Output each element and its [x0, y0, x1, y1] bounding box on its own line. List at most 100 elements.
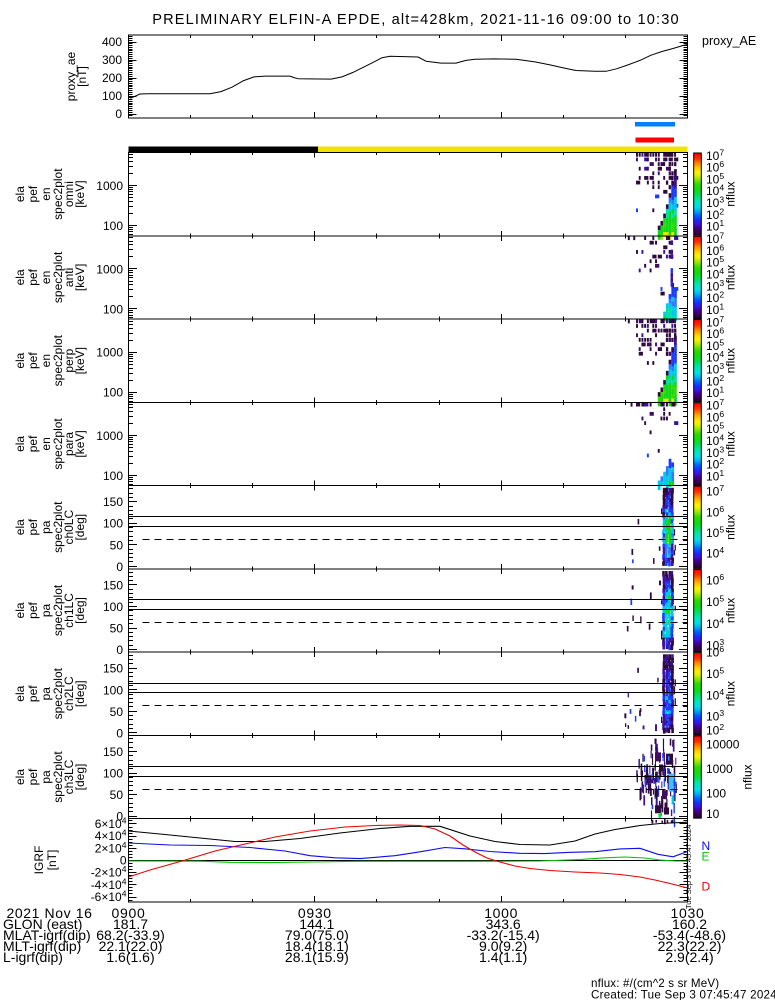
svg-text:1000: 1000 [706, 762, 733, 776]
svg-text:nflux: nflux [724, 265, 738, 290]
svg-text:[keV]: [keV] [73, 264, 87, 291]
svg-text:-33.2(-15.4): -33.2(-15.4) [467, 927, 540, 943]
svg-text:en: en [39, 271, 53, 284]
svg-text:1000: 1000 [484, 905, 518, 921]
svg-text:spec2plot: spec2plot [51, 251, 65, 303]
svg-text:[deg]: [deg] [73, 514, 87, 541]
svg-text:ela: ela [13, 269, 27, 285]
svg-text:spec2plot: spec2plot [51, 584, 65, 636]
svg-text:2×104: 2×104 [95, 840, 127, 856]
svg-text:[keV]: [keV] [73, 430, 87, 457]
svg-text:0: 0 [116, 643, 123, 657]
svg-text:1000: 1000 [96, 179, 123, 193]
svg-text:spec2plot: spec2plot [51, 667, 65, 719]
svg-text:-53.4(-48.6): -53.4(-48.6) [653, 927, 726, 943]
svg-text:PRELIMINARY ELFIN-A EPDE, alt=: PRELIMINARY ELFIN-A EPDE, alt=428km, 202… [152, 12, 680, 28]
svg-text:200: 200 [102, 71, 122, 85]
svg-text:9.0(9.2): 9.0(9.2) [479, 938, 527, 954]
svg-text:anti: anti [62, 268, 76, 287]
svg-text:150: 150 [103, 745, 123, 759]
svg-text:pef: pef [26, 685, 40, 702]
svg-text:N: N [702, 839, 711, 853]
svg-text:181.7: 181.7 [113, 916, 148, 932]
svg-text:0: 0 [115, 107, 122, 121]
svg-text:343.6: 343.6 [486, 916, 521, 932]
svg-text:pef: pef [26, 601, 40, 618]
svg-text:0930: 0930 [298, 905, 332, 921]
svg-text:ela: ela [13, 186, 27, 202]
svg-text:6×104: 6×104 [95, 816, 127, 832]
svg-text:-6×104: -6×104 [91, 889, 127, 905]
svg-text:pa: pa [39, 770, 53, 784]
svg-text:proxy_AE: proxy_AE [702, 34, 756, 48]
svg-text:IGRF: IGRF [32, 846, 46, 875]
svg-text:[keV]: [keV] [73, 347, 87, 374]
svg-text:ch3LC: ch3LC [62, 759, 76, 794]
svg-text:nflux: #/(cm^2 s sr MeV): nflux: #/(cm^2 s sr MeV) [591, 977, 719, 990]
svg-text:100: 100 [103, 517, 123, 531]
svg-text:[nT]: [nT] [45, 850, 59, 871]
svg-text:150: 150 [103, 578, 123, 592]
svg-text:100: 100 [102, 89, 122, 103]
svg-text:68.2(-33.9): 68.2(-33.9) [96, 927, 164, 943]
svg-text:50: 50 [110, 705, 124, 719]
svg-text:0: 0 [116, 560, 123, 574]
svg-text:en: en [39, 354, 53, 367]
svg-text:MLAT-igrf(dip): MLAT-igrf(dip) [3, 927, 91, 943]
svg-text:nflux: nflux [724, 681, 738, 706]
svg-text:spec2plot: spec2plot [51, 168, 65, 220]
svg-text:ela: ela [13, 685, 27, 701]
svg-text:100: 100 [103, 600, 123, 614]
svg-text:100: 100 [103, 386, 123, 400]
svg-text:nflux: nflux [724, 598, 738, 623]
svg-text:50: 50 [110, 622, 124, 636]
svg-text:proxy_ae: proxy_ae [64, 51, 78, 101]
svg-text:[keV]: [keV] [73, 180, 87, 207]
svg-text:ch1LC: ch1LC [62, 593, 76, 628]
svg-text:150: 150 [103, 662, 123, 676]
svg-text:spec2plot: spec2plot [51, 418, 65, 470]
svg-text:100: 100 [103, 219, 123, 233]
svg-text:28.1(15.9): 28.1(15.9) [285, 949, 349, 965]
svg-text:nflux: nflux [724, 348, 738, 373]
svg-text:100: 100 [103, 302, 123, 316]
svg-text:Tue Sep 3 07:45:47 2024: Tue Sep 3 07:45:47 2024 [684, 825, 693, 909]
svg-text:pef: pef [26, 268, 40, 285]
svg-text:1000: 1000 [96, 262, 123, 276]
svg-text:pa: pa [39, 520, 53, 534]
svg-text:pef: pef [26, 518, 40, 535]
svg-text:400: 400 [102, 35, 122, 49]
svg-text:100: 100 [103, 767, 123, 781]
svg-text:pef: pef [26, 768, 40, 785]
svg-text:[deg]: [deg] [73, 764, 87, 791]
svg-text:100: 100 [103, 469, 123, 483]
svg-text:50: 50 [110, 538, 124, 552]
svg-text:-4×104: -4×104 [91, 876, 127, 892]
svg-text:pef: pef [26, 185, 40, 202]
svg-text:2.9(2.4): 2.9(2.4) [665, 949, 713, 965]
svg-text:pa: pa [39, 687, 53, 701]
svg-text:18.4(18.1): 18.4(18.1) [285, 938, 349, 954]
svg-text:100: 100 [103, 683, 123, 697]
svg-text:144.1: 144.1 [299, 916, 334, 932]
svg-text:D: D [702, 880, 711, 894]
svg-text:50: 50 [110, 788, 124, 802]
svg-text:Created: Tue Sep 3 07:45:47 2: Created: Tue Sep 3 07:45:47 2024 [591, 989, 775, 1000]
svg-text:[deg]: [deg] [73, 680, 87, 707]
svg-text:spec2plot: spec2plot [51, 501, 65, 553]
svg-text:1030: 1030 [671, 905, 705, 921]
svg-text:pef: pef [26, 352, 40, 369]
svg-text:pa: pa [39, 603, 53, 617]
svg-text:10000: 10000 [706, 738, 740, 752]
svg-text:ch2LC: ch2LC [62, 676, 76, 711]
svg-text:79.0(75.0): 79.0(75.0) [285, 927, 349, 943]
svg-text:ela: ela [13, 769, 27, 785]
svg-text:en: en [39, 437, 53, 450]
svg-text:en: en [39, 187, 53, 200]
svg-text:0: 0 [120, 854, 127, 868]
svg-text:nflux: nflux [724, 431, 738, 456]
svg-text:nflux: nflux [741, 764, 755, 789]
svg-text:ela: ela [13, 436, 27, 452]
svg-text:[deg]: [deg] [73, 597, 87, 624]
svg-text:160.2: 160.2 [672, 916, 707, 932]
